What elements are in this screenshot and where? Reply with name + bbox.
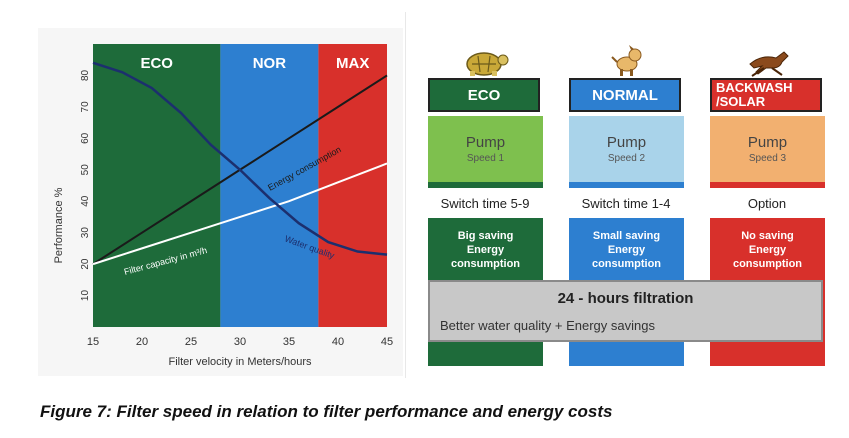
filtration-subtitle: Better water quality + Energy savings [440,318,655,333]
switch-time: Switch time 1-4 [567,188,685,218]
pump-speed: Speed 1 [466,153,505,164]
figure-caption: Figure 7: Filter speed in relation to fi… [40,402,613,421]
pump-title: Pump [747,134,788,151]
zone-eco [93,44,221,327]
zone-label: MAX [336,55,369,72]
series-line-2 [92,61,388,256]
pump-box: Pump Speed 2 [569,116,684,182]
mode-label: ECO [428,78,540,112]
y-tick-label: 70 [80,101,91,113]
y-tick-label: 20 [80,258,91,270]
dog-icon [611,45,642,76]
turtle-icon [466,52,509,76]
switch-time: Option [708,188,826,218]
switch-time: Switch time 5-9 [426,188,544,218]
pump-title: Pump [465,134,506,151]
y-tick-label: 40 [80,195,91,207]
x-tick-label: 25 [185,336,197,348]
x-tick-label: 40 [332,336,344,348]
x-tick-label: 45 [381,336,393,348]
energy-saving-label: No saving Energy consumption [710,220,825,280]
filtration-title: 24 - hours filtration [557,290,694,307]
y-tick-label: 10 [80,290,91,302]
pump-box: Pump Speed 3 [710,116,825,182]
x-tick-label: 15 [87,336,99,348]
energy-saving-label: Small saving Energy consumption [569,220,684,280]
energy-saving-label: Big saving Energy consumption [428,220,543,280]
horse-icon [749,51,789,77]
pump-speed-diagram: ECO Pump Speed 1 Switch time 5-9 Big saving … [405,12,846,378]
y-tick-label: 80 [80,69,91,81]
y-tick-label: 50 [80,164,91,176]
pump-box: Pump Speed 1 [428,116,543,182]
mode-label: NORMAL [569,78,681,112]
x-tick-label: 30 [234,336,246,348]
zone-label: NOR [253,55,287,72]
y-tick-label: 30 [80,227,91,239]
pump-speed: Speed 2 [607,153,646,164]
series-line-1 [92,162,388,266]
performance-chart: ECO NOR MAX Energy consumption Filter capaci… [38,28,403,376]
zone-label: ECO [140,55,173,72]
mode-label: BACKWASH /SOLAR [710,78,822,112]
pump-title: Pump [606,134,647,151]
y-axis-label: Performance % [53,187,65,263]
x-tick-label: 20 [136,336,148,348]
filtration-banner: 24 - hours filtration Better water quali… [428,280,823,342]
x-tick-label: 35 [283,336,295,348]
pump-speed: Speed 3 [748,153,787,164]
y-tick-label: 60 [80,132,91,144]
x-axis-label: Filter velocity in Meters/hours [168,356,312,368]
zone-nor [220,44,319,327]
